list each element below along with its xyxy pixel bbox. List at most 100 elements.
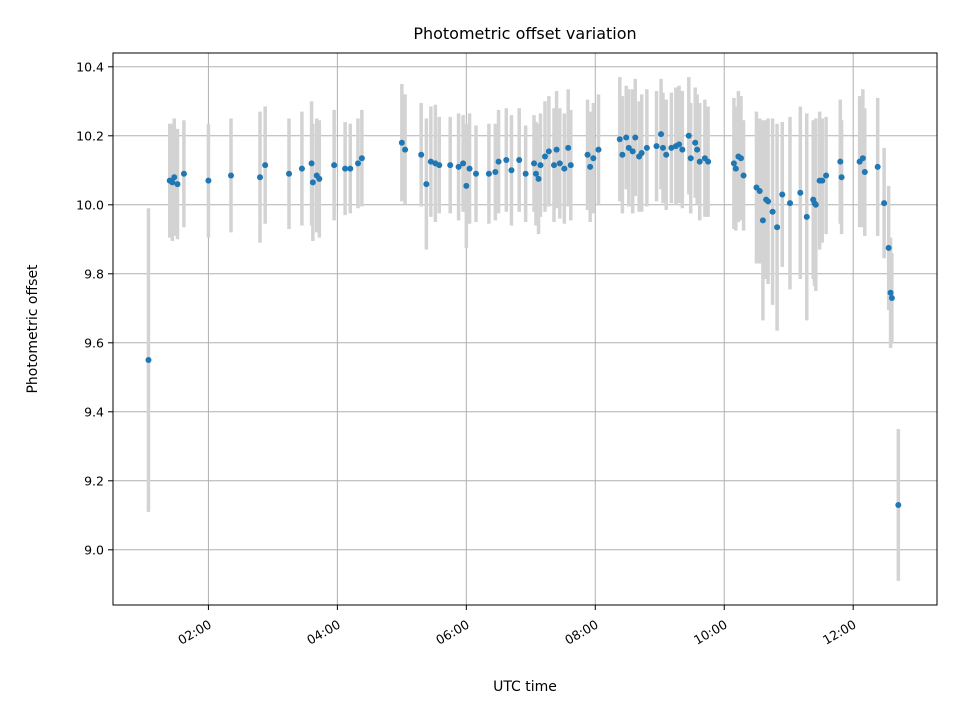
data-point	[358, 155, 365, 162]
data-point	[316, 175, 323, 182]
data-point	[732, 165, 739, 172]
data-point	[769, 208, 776, 215]
data-point	[837, 158, 844, 165]
data-point	[227, 172, 234, 179]
data-point	[737, 155, 744, 162]
data-point	[545, 148, 552, 155]
data-point	[532, 170, 539, 177]
data-point	[623, 134, 630, 141]
data-point	[643, 144, 650, 151]
y-tick-label: 9.2	[84, 473, 104, 488]
data-point	[347, 165, 354, 172]
data-point	[659, 144, 666, 151]
data-point	[531, 160, 538, 167]
data-point	[676, 141, 683, 148]
data-point	[402, 146, 409, 153]
data-point	[888, 294, 895, 301]
data-point	[355, 160, 362, 167]
data-point	[398, 139, 405, 146]
data-point	[587, 163, 594, 170]
data-point	[485, 170, 492, 177]
data-point	[584, 151, 591, 158]
data-point	[740, 172, 747, 179]
data-point	[298, 165, 305, 172]
data-point	[658, 131, 665, 138]
data-point	[774, 224, 781, 231]
data-point	[625, 144, 632, 151]
data-point	[508, 167, 515, 174]
data-point	[629, 148, 636, 155]
y-tick-label: 10.2	[76, 128, 104, 143]
data-point	[786, 200, 793, 207]
data-point	[779, 191, 786, 198]
y-tick-label: 9.8	[84, 266, 104, 281]
data-point	[692, 139, 699, 146]
y-tick-label: 9.0	[84, 542, 104, 557]
data-point	[567, 162, 574, 169]
data-point	[887, 289, 894, 296]
data-point	[632, 134, 639, 141]
data-point	[819, 177, 826, 184]
data-point	[535, 175, 542, 182]
data-point	[447, 162, 454, 169]
data-point	[309, 179, 316, 186]
data-point	[342, 165, 349, 172]
plot-frame	[112, 52, 938, 606]
y-tick-label: 10.4	[76, 59, 104, 74]
data-point	[537, 162, 544, 169]
data-point	[859, 155, 866, 162]
chart-title: Photometric offset variation	[413, 24, 636, 43]
data-point	[460, 160, 467, 167]
data-point	[556, 160, 563, 167]
data-point	[759, 217, 766, 224]
data-point	[797, 189, 804, 196]
data-point	[694, 146, 701, 153]
data-point	[687, 155, 694, 162]
data-point	[861, 169, 868, 176]
data-point	[553, 146, 560, 153]
data-point	[653, 143, 660, 150]
data-point	[551, 162, 558, 169]
data-point	[205, 177, 212, 184]
data-point	[838, 174, 845, 181]
data-point	[565, 144, 572, 151]
y-tick-label: 9.6	[84, 335, 104, 350]
data-point	[516, 156, 523, 163]
data-point	[286, 170, 293, 177]
data-point	[685, 132, 692, 139]
data-point	[590, 155, 597, 162]
data-point	[756, 188, 763, 194]
data-point	[418, 151, 425, 158]
data-point	[679, 146, 686, 153]
data-point	[522, 170, 529, 177]
data-point	[423, 181, 430, 188]
data-point	[262, 162, 269, 169]
data-point	[180, 170, 187, 177]
data-point	[169, 179, 176, 186]
data-point	[145, 357, 152, 364]
data-point	[436, 162, 443, 169]
data-point	[463, 182, 470, 189]
data-point	[616, 136, 623, 143]
data-point	[492, 169, 499, 176]
data-point	[331, 162, 338, 169]
data-point	[472, 170, 479, 177]
y-axis-ticks: 9.0 9.2 9.4 9.6 9.8 10.0 10.2 10.4	[76, 59, 113, 557]
data-point	[765, 198, 772, 205]
data-point	[257, 174, 264, 181]
y-tick-label: 9.4	[84, 404, 104, 419]
data-point	[595, 146, 602, 153]
y-tick-label: 10.0	[76, 197, 104, 212]
data-point	[427, 158, 434, 165]
data-point	[495, 158, 502, 165]
data-point	[503, 156, 510, 163]
data-point	[619, 151, 626, 158]
y-axis-label: Photometric offset	[25, 264, 41, 394]
data-point	[885, 244, 892, 251]
data-point	[663, 151, 670, 158]
data-point	[174, 181, 181, 188]
data-point	[705, 158, 712, 165]
data-point	[668, 144, 675, 151]
